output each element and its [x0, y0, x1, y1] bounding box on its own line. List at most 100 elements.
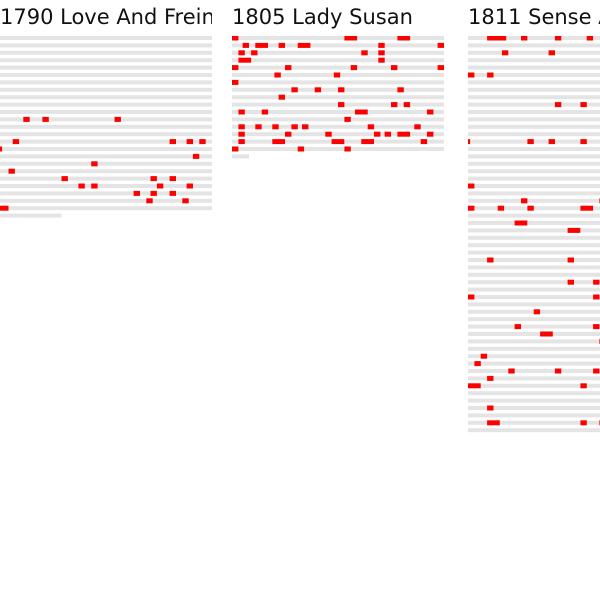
keyword-mark [487, 72, 494, 78]
keyword-mark [487, 257, 494, 263]
text-line-bar [232, 117, 444, 122]
text-line-bar [468, 161, 600, 166]
text-line-bar [468, 428, 600, 433]
text-line-bar [0, 147, 212, 151]
keyword-mark [238, 109, 245, 115]
keyword-mark [414, 124, 421, 130]
text-line-bar [468, 139, 600, 144]
keyword-mark [255, 124, 262, 130]
keyword-mark [146, 198, 153, 204]
keyword-mark [192, 153, 200, 159]
text-line-bar [468, 95, 600, 100]
keyword-mark [487, 36, 507, 41]
text-line-bar [0, 124, 212, 129]
keyword-mark [420, 139, 428, 145]
text-line-bar [0, 73, 212, 77]
text-line-bar [0, 50, 212, 55]
keyword-mark [437, 42, 444, 48]
text-line-bar [0, 191, 212, 196]
keyword-mark [150, 176, 157, 182]
keyword-mark [468, 72, 475, 78]
keyword-mark [374, 131, 381, 137]
line-chart-1805 [232, 36, 444, 159]
text-line-bar [468, 213, 600, 218]
text-line-bar [0, 213, 62, 218]
keyword-mark [397, 36, 411, 41]
keyword-mark [297, 42, 311, 48]
keyword-mark [182, 198, 189, 204]
text-line-bar [468, 243, 600, 248]
text-line-bar [0, 154, 212, 159]
text-line-bar [468, 110, 600, 114]
keyword-mark [78, 183, 85, 189]
keyword-mark [333, 72, 341, 78]
text-line-bar [0, 36, 212, 40]
keyword-mark [302, 124, 309, 130]
text-line-bar [468, 265, 600, 270]
keyword-mark [338, 87, 345, 93]
keyword-mark [508, 368, 515, 374]
keyword-mark [540, 331, 553, 337]
keyword-mark [114, 116, 121, 122]
keyword-mark [397, 131, 411, 137]
text-line-bar [468, 147, 600, 151]
keyword-mark [580, 139, 587, 145]
keyword-mark [427, 131, 434, 137]
text-line-bar [232, 110, 444, 114]
keyword-mark [586, 36, 594, 41]
keyword-mark [580, 383, 587, 389]
panel-title: 1811 Sense And Sensibility [468, 5, 600, 29]
keyword-mark [238, 139, 245, 145]
text-line-bar [468, 391, 600, 396]
line-chart-1811 [468, 36, 600, 433]
keyword-mark [261, 109, 269, 115]
text-line-bar [0, 87, 212, 92]
keyword-mark [150, 190, 157, 196]
text-line-bar [468, 361, 600, 366]
keyword-mark [291, 87, 298, 93]
keyword-mark [232, 36, 239, 41]
text-line-bar [468, 169, 600, 174]
keyword-mark [468, 294, 475, 300]
keyword-mark [567, 257, 574, 263]
text-line-bar [468, 287, 600, 292]
text-line-bar [0, 102, 212, 107]
keyword-mark [521, 198, 528, 204]
keyword-mark [384, 131, 391, 137]
text-line-bar [468, 184, 600, 188]
keyword-mark [378, 42, 385, 48]
keyword-mark [169, 176, 176, 182]
keyword-mark [593, 324, 600, 330]
keyword-mark [480, 353, 488, 359]
text-line-bar [468, 376, 600, 381]
keyword-mark [285, 131, 292, 137]
text-line-bar [468, 354, 600, 359]
keyword-mark [169, 139, 176, 145]
keyword-mark [232, 146, 239, 152]
keyword-mark [8, 168, 15, 174]
text-line-bar [468, 280, 600, 285]
keyword-mark [397, 87, 404, 93]
text-line-bar [468, 302, 600, 307]
keyword-mark [378, 50, 385, 56]
keyword-mark [278, 42, 285, 48]
keyword-mark [355, 109, 368, 115]
keyword-mark [0, 146, 3, 152]
panel-1790: 1790 Love And Freindship [0, 0, 212, 600]
text-line-bar [468, 235, 600, 240]
text-line-bar [468, 369, 600, 373]
keyword-mark [361, 139, 374, 145]
text-line-bar [232, 124, 444, 129]
text-line-bar [468, 346, 600, 351]
keyword-mark [232, 65, 239, 71]
text-line-bar [0, 80, 212, 85]
text-line-bar [0, 132, 212, 137]
keyword-mark [468, 383, 481, 389]
text-line-bar [232, 65, 444, 70]
text-line-bar [468, 58, 600, 63]
keyword-mark [199, 139, 206, 145]
keyword-mark [338, 102, 345, 108]
keyword-mark [580, 102, 587, 108]
panel-1805: 1805 Lady Susan [232, 0, 448, 600]
text-line-bar [468, 295, 600, 299]
